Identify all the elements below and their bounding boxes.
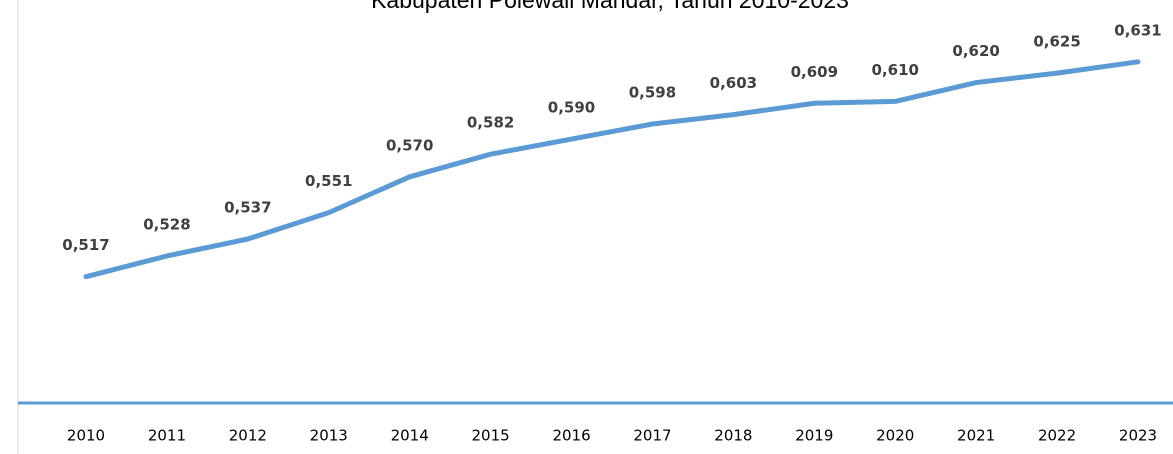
data-label: 0,590: [548, 99, 595, 117]
data-label: 0,570: [386, 136, 433, 154]
x-tick-label: 2020: [876, 427, 914, 445]
data-label: 0,610: [872, 61, 919, 79]
x-tick-label: 2021: [957, 427, 995, 445]
data-label: 0,598: [629, 84, 676, 102]
x-tick-label: 2023: [1119, 427, 1157, 445]
data-label: 0,620: [952, 42, 999, 60]
x-tick-label: 2019: [795, 427, 833, 445]
chart-title: Kabupaten Polewali Mandar, Tahun 2010-20…: [371, 0, 849, 13]
data-label: 0,551: [305, 172, 352, 190]
data-label: 0,603: [710, 74, 757, 92]
x-tick-label: 2014: [391, 427, 429, 445]
x-tick-label: 2010: [67, 427, 105, 445]
x-tick-label: 2016: [552, 427, 590, 445]
x-tick-label: 2018: [714, 427, 752, 445]
x-tick-label: 2012: [229, 427, 267, 445]
x-tick-label: 2015: [472, 427, 510, 445]
data-label: 0,609: [791, 63, 838, 81]
data-label: 0,528: [143, 215, 190, 233]
x-tick-label: 2022: [1038, 427, 1076, 445]
data-label: 0,517: [62, 236, 109, 254]
x-tick-label: 2017: [633, 427, 671, 445]
data-label: 0,582: [467, 114, 514, 132]
data-label: 0,537: [224, 199, 271, 217]
data-label: 0,625: [1033, 33, 1080, 51]
data-label: 0,631: [1114, 21, 1161, 39]
x-tick-label: 2011: [148, 427, 186, 445]
x-tick-label: 2013: [310, 427, 348, 445]
line-series: [83, 59, 1141, 280]
